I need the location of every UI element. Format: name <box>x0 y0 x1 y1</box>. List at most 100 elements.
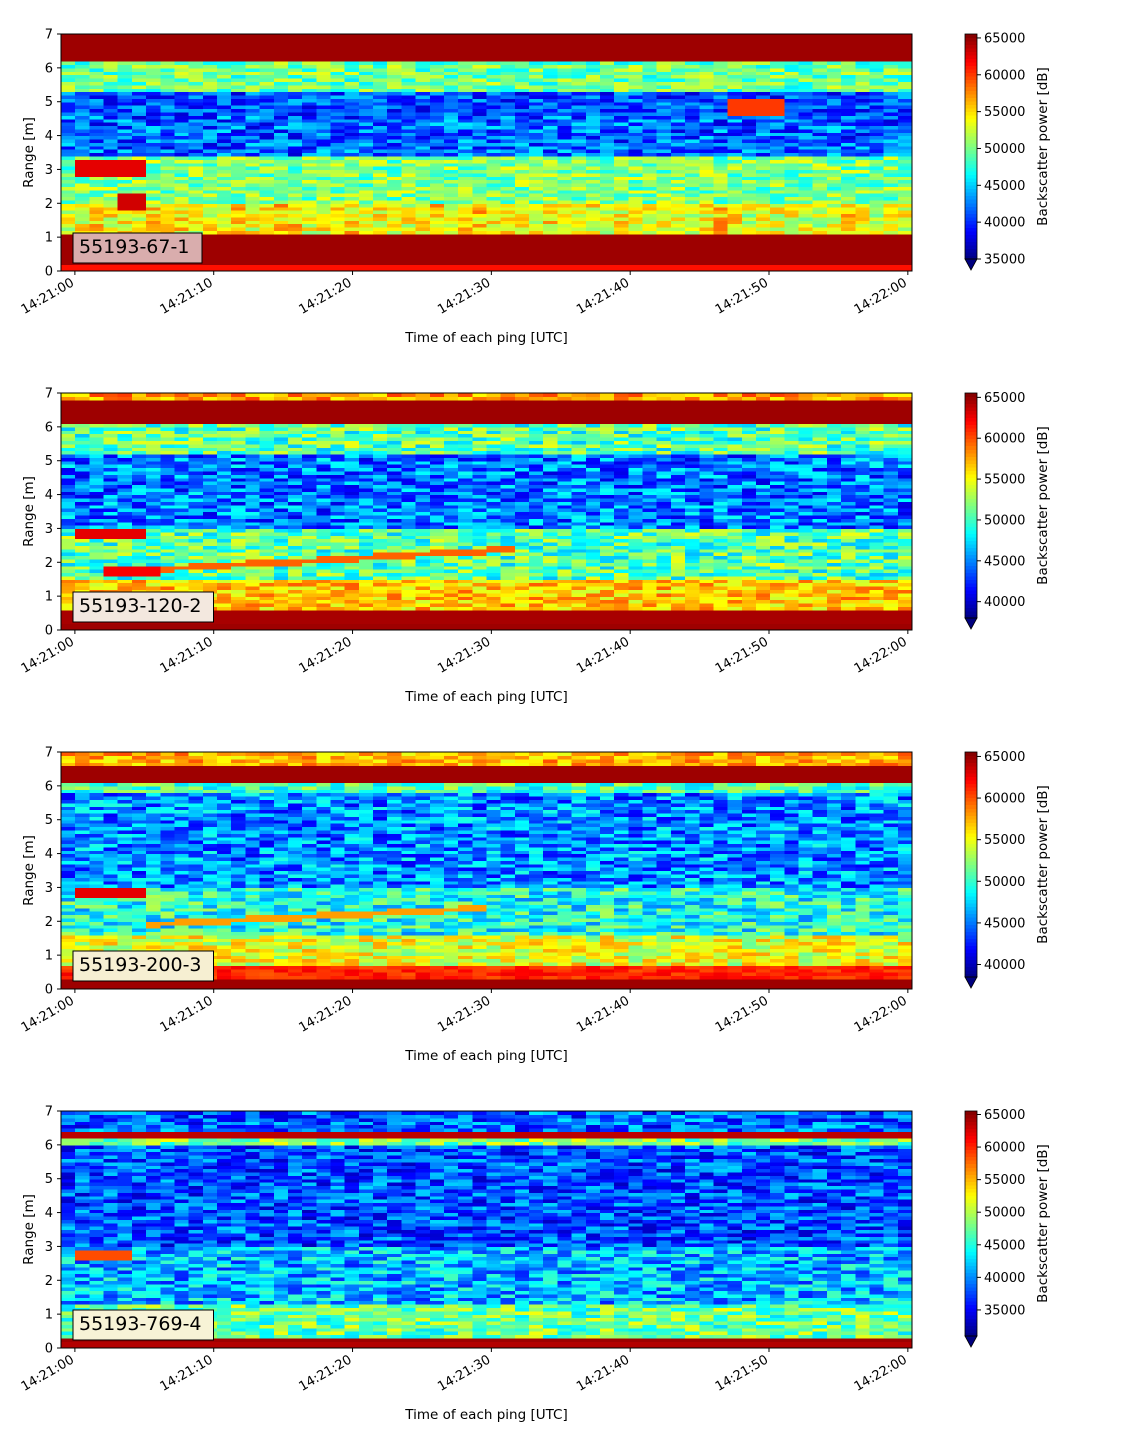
y-tick-label: 3 <box>45 522 53 537</box>
colorbar-tick-label: 65000 <box>984 391 1025 406</box>
y-tick-label: 3 <box>45 163 53 178</box>
x-tick-label: 14:21:40 <box>574 993 632 1035</box>
x-axis-label: Time of each ping [UTC] <box>404 1407 568 1423</box>
x-tick-label: 14:22:00 <box>852 993 910 1035</box>
x-axis-label: Time of each ping [UTC] <box>404 689 568 705</box>
colorbar-tick-label: 40000 <box>984 216 1025 231</box>
x-tick-label: 14:21:50 <box>713 275 771 317</box>
y-tick-label: 0 <box>45 265 53 280</box>
y-tick-label: 5 <box>45 454 53 469</box>
y-tick-label: 2 <box>45 197 53 212</box>
y-tick-label: 4 <box>45 847 53 862</box>
y-tick-label: 0 <box>45 983 53 998</box>
colorbar-tick-label: 60000 <box>984 1141 1025 1156</box>
x-tick-label: 14:22:00 <box>852 275 910 317</box>
colorbar-tick-label: 45000 <box>984 179 1025 194</box>
y-tick-label: 7 <box>45 28 53 43</box>
y-tick-label: 7 <box>45 1105 53 1120</box>
x-tick-label: 14:21:50 <box>713 634 771 676</box>
x-axis-label: Time of each ping [UTC] <box>404 1048 568 1064</box>
x-tick-label: 14:21:20 <box>296 993 354 1035</box>
y-tick-label: 1 <box>45 949 53 964</box>
colorbar <box>965 393 977 629</box>
colorbar <box>965 752 977 988</box>
x-tick-label: 14:21:30 <box>435 275 493 317</box>
x-axis-label: Time of each ping [UTC] <box>404 330 568 346</box>
colorbar-tick-label: 40000 <box>984 595 1025 610</box>
x-tick-label: 14:21:40 <box>574 634 632 676</box>
colorbar-tick-label: 55000 <box>984 1173 1025 1188</box>
y-axis-label: Range [m] <box>21 117 37 188</box>
x-tick-label: 14:21:30 <box>435 634 493 676</box>
y-tick-label: 2 <box>45 1274 53 1289</box>
x-tick-label: 14:21:40 <box>574 275 632 317</box>
colorbar-tick-label: 55000 <box>984 473 1025 488</box>
y-tick-label: 4 <box>45 488 53 503</box>
colorbar-tick-label: 45000 <box>984 916 1025 931</box>
channel-label: 55193-67-1 <box>79 236 189 258</box>
colorbar-tick-label: 55000 <box>984 105 1025 120</box>
x-tick-label: 14:21:00 <box>19 993 77 1035</box>
colorbar-tick-label: 50000 <box>984 513 1025 528</box>
y-tick-label: 6 <box>45 61 53 76</box>
x-tick-label: 14:21:00 <box>19 275 77 317</box>
y-tick-label: 6 <box>45 420 53 435</box>
colorbar-tick-label: 45000 <box>984 1238 1025 1253</box>
colorbar-tick-label: 60000 <box>984 792 1025 807</box>
y-tick-label: 5 <box>45 95 53 110</box>
colorbar-tick-label: 40000 <box>984 958 1025 973</box>
x-tick-label: 14:22:00 <box>852 1352 910 1394</box>
colorbar-tick-label: 50000 <box>984 1206 1025 1221</box>
y-tick-label: 5 <box>45 1172 53 1187</box>
y-tick-label: 5 <box>45 813 53 828</box>
x-tick-label: 14:21:40 <box>574 1352 632 1394</box>
colorbar-tick-label: 40000 <box>984 1271 1025 1286</box>
colorbar-tick-label: 35000 <box>984 1303 1025 1318</box>
x-tick-label: 14:21:20 <box>296 634 354 676</box>
channel-label: 55193-769-4 <box>79 1313 202 1335</box>
x-tick-label: 14:21:50 <box>713 1352 771 1394</box>
x-tick-label: 14:21:20 <box>296 1352 354 1394</box>
x-tick-label: 14:21:00 <box>19 634 77 676</box>
y-axis-label: Range [m] <box>21 1194 37 1265</box>
y-tick-label: 2 <box>45 915 53 930</box>
colorbar-tick-label: 65000 <box>984 750 1025 765</box>
y-tick-label: 7 <box>45 746 53 761</box>
y-tick-label: 1 <box>45 1308 53 1323</box>
y-axis-label: Range [m] <box>21 476 37 547</box>
colorbar-tick-label: 35000 <box>984 253 1025 268</box>
x-tick-label: 14:21:30 <box>435 1352 493 1394</box>
x-tick-label: 14:21:20 <box>296 275 354 317</box>
x-tick-label: 14:21:50 <box>713 993 771 1035</box>
y-tick-label: 4 <box>45 1206 53 1221</box>
y-tick-label: 1 <box>45 590 53 605</box>
y-tick-label: 3 <box>45 881 53 896</box>
colorbar-tick-label: 45000 <box>984 554 1025 569</box>
colorbar-tick-label: 50000 <box>984 142 1025 157</box>
y-tick-label: 2 <box>45 556 53 571</box>
colorbar <box>965 34 977 270</box>
x-tick-label: 14:21:10 <box>158 634 216 676</box>
colorbar-label: Backscatter power [dB] <box>1035 1144 1051 1303</box>
channel-label-box: 55193-769-4 <box>73 1310 214 1340</box>
colorbar-label: Backscatter power [dB] <box>1035 67 1051 226</box>
y-tick-label: 1 <box>45 231 53 246</box>
echogram-panel-2: 0 1 2 3 4 5 6 7 14:21:00 14:21:10 14:21:20 14:21:30… <box>0 359 1140 718</box>
echogram-chart-svg: 0 1 2 3 4 5 6 7 14:21:00 14:21:10 14:21:20 14:21:30… <box>0 359 1140 718</box>
x-tick-label: 14:22:00 <box>852 634 910 676</box>
colorbar-tick-label: 65000 <box>984 1108 1025 1123</box>
y-tick-label: 7 <box>45 387 53 402</box>
y-axis-label: Range [m] <box>21 835 37 906</box>
colorbar-label: Backscatter power [dB] <box>1035 426 1051 585</box>
y-tick-label: 6 <box>45 779 53 794</box>
x-tick-label: 14:21:30 <box>435 993 493 1035</box>
y-tick-label: 4 <box>45 129 53 144</box>
colorbar-label: Backscatter power [dB] <box>1035 785 1051 944</box>
colorbar-tick-label: 50000 <box>984 875 1025 890</box>
y-tick-label: 0 <box>45 624 53 639</box>
